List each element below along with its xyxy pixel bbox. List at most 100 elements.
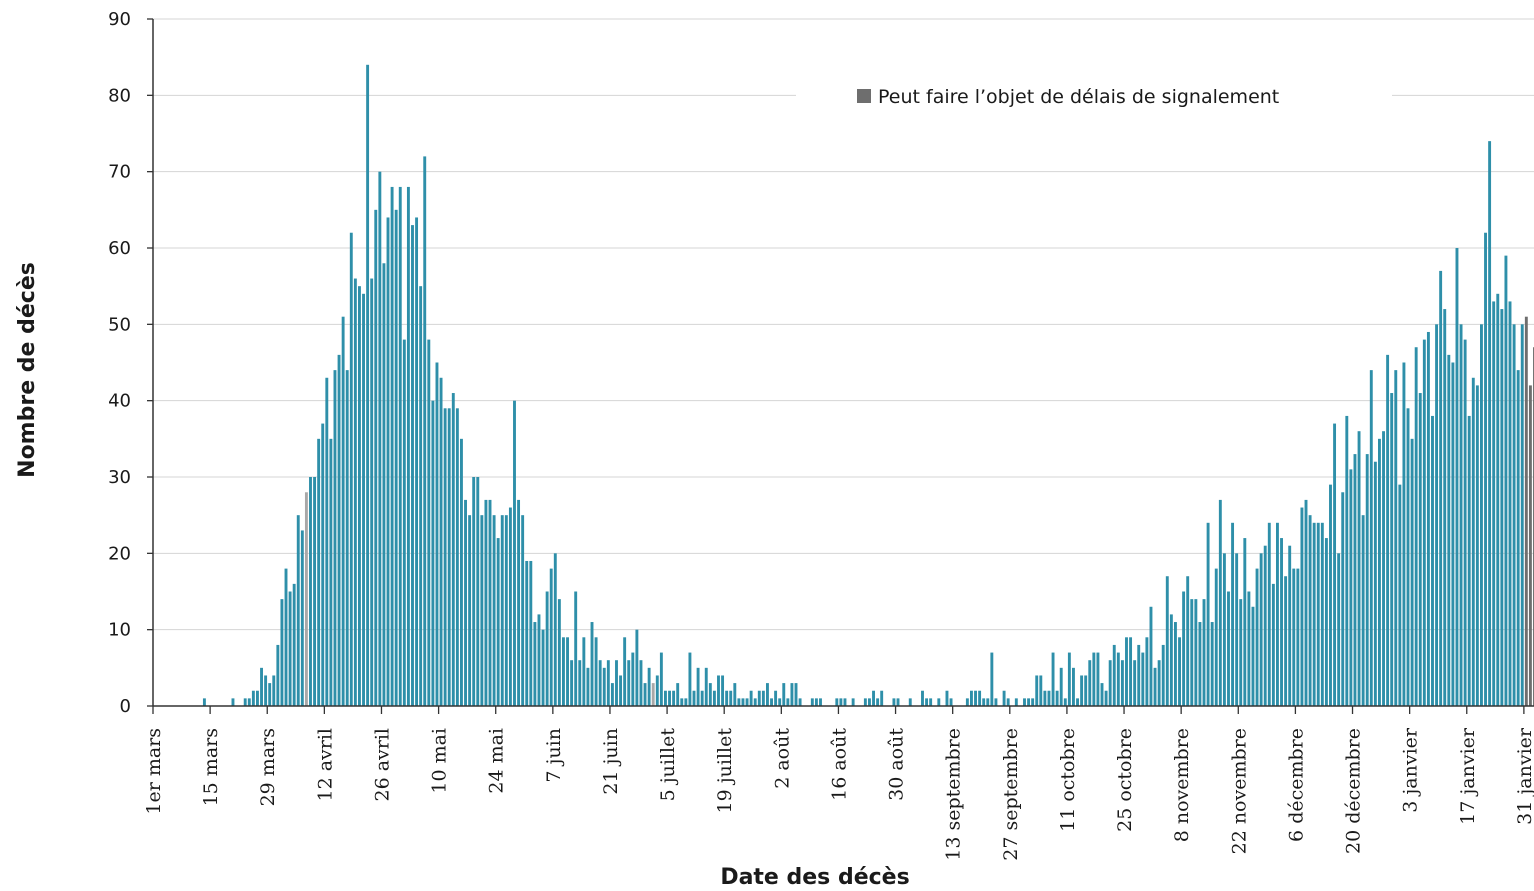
bar — [288, 591, 292, 706]
bar — [1439, 270, 1443, 706]
bar — [313, 477, 317, 706]
bar — [529, 560, 533, 706]
x-tick-label: 5 juillet — [657, 728, 679, 802]
bar — [1455, 248, 1459, 706]
bar — [370, 278, 374, 706]
bar — [741, 698, 745, 706]
bar — [717, 675, 720, 706]
bar — [708, 683, 712, 706]
bar — [202, 698, 206, 706]
bar — [1149, 606, 1153, 706]
bar — [1055, 690, 1059, 706]
bar — [468, 515, 472, 706]
bar — [541, 629, 545, 706]
bar — [545, 591, 549, 706]
bar — [1320, 522, 1324, 706]
y-tick-label: 30 — [108, 467, 131, 488]
bar — [1304, 499, 1308, 706]
x-tick-label: 25 octobre — [1114, 728, 1136, 832]
bar — [680, 698, 684, 706]
y-axis-title: Nombre de décès — [15, 262, 40, 478]
bar — [1484, 232, 1487, 707]
bar — [994, 698, 998, 706]
bar — [668, 690, 671, 706]
bar — [1157, 660, 1161, 706]
bar — [562, 637, 565, 706]
bar — [1394, 370, 1398, 706]
bar — [1500, 309, 1504, 706]
bar — [582, 637, 586, 706]
bar — [794, 683, 798, 706]
bar — [627, 660, 631, 706]
x-tick-label: 7 juin — [543, 728, 565, 783]
bar — [296, 515, 300, 706]
bar — [798, 698, 802, 706]
bar — [1043, 690, 1047, 706]
bar — [753, 698, 757, 706]
bar — [790, 683, 794, 706]
bar — [533, 622, 537, 706]
bar — [1088, 660, 1092, 706]
bar — [451, 393, 455, 706]
bar — [439, 377, 443, 706]
bar — [643, 683, 647, 706]
bar — [1422, 339, 1426, 706]
bar — [1271, 583, 1275, 706]
bar — [386, 217, 390, 706]
bar — [602, 667, 606, 706]
bar — [1524, 316, 1528, 706]
bar — [1084, 675, 1088, 706]
bar — [1475, 385, 1479, 706]
bar — [1222, 553, 1226, 706]
x-tick-label: 22 novembre — [1228, 728, 1250, 854]
y-tick-label: 0 — [120, 696, 131, 717]
bar — [1108, 660, 1112, 706]
x-tick-label: 16 août — [828, 728, 850, 801]
bar — [1492, 301, 1496, 706]
bar — [1414, 347, 1418, 706]
bar — [635, 629, 639, 706]
bar — [1243, 538, 1247, 706]
x-tick-label: 24 mai — [486, 728, 508, 794]
legend-background — [796, 80, 1392, 112]
bar — [908, 698, 912, 706]
x-tick-label: 10 mai — [429, 728, 451, 794]
x-tick-label: 15 mars — [200, 728, 222, 806]
bar — [810, 698, 814, 706]
bar — [525, 560, 529, 706]
bar — [1459, 324, 1463, 706]
bar — [1186, 576, 1190, 706]
y-tick-label: 60 — [108, 238, 131, 259]
x-tick-label: 11 octobre — [1057, 728, 1079, 832]
bar — [423, 156, 427, 706]
bar — [496, 538, 500, 706]
x-tick-label: 20 décembre — [1343, 728, 1365, 854]
bar — [721, 675, 725, 706]
bar — [610, 683, 614, 706]
bar — [1280, 538, 1283, 706]
bar — [712, 690, 716, 706]
bar — [1218, 499, 1222, 706]
bar — [264, 675, 268, 706]
bar — [1365, 454, 1369, 706]
x-tick-label: 19 juillet — [714, 728, 736, 814]
bar — [778, 698, 782, 706]
bar — [692, 690, 696, 706]
y-tick-label: 80 — [108, 85, 131, 106]
bar — [1337, 553, 1341, 706]
bar — [508, 507, 512, 706]
bar — [851, 698, 855, 706]
bar — [761, 690, 765, 706]
bar — [615, 660, 618, 706]
bar — [1467, 415, 1471, 706]
bar — [455, 408, 459, 706]
bar — [415, 217, 419, 706]
x-tick-label: 12 avril — [314, 728, 336, 802]
bar — [672, 690, 676, 706]
legend-swatch — [857, 89, 871, 103]
bar — [517, 499, 521, 706]
bar — [1353, 454, 1357, 706]
bar — [280, 599, 284, 706]
bar — [1235, 553, 1239, 706]
bar — [304, 492, 308, 706]
